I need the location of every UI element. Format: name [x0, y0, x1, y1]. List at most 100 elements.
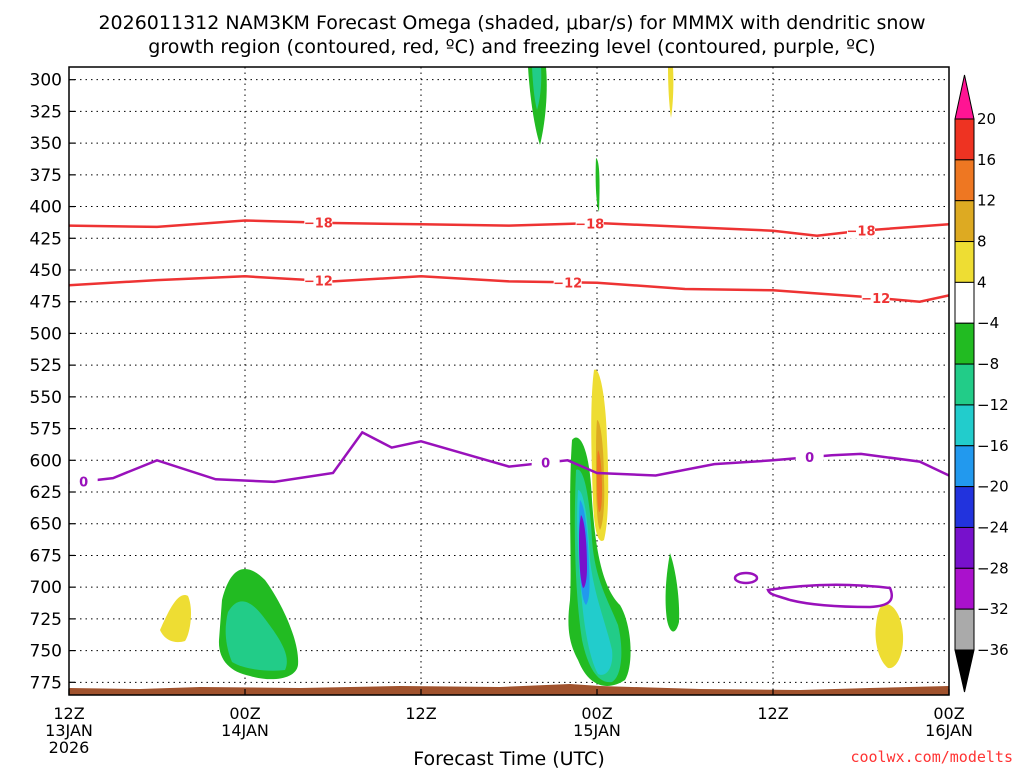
colorbar-tick-label: −28 — [977, 559, 1009, 577]
x-tick-label: 00Z — [581, 704, 612, 723]
x-tick-label: 12Z — [757, 704, 788, 723]
x-tick-label: 14JAN — [221, 721, 269, 740]
freezing-level-loop-large — [766, 583, 894, 609]
omega-shading — [160, 67, 904, 686]
colorbar-band — [954, 445, 975, 488]
temperature-contour-label-bg — [304, 214, 333, 231]
temperature-contour-label-bg — [861, 289, 890, 306]
temperature-contours: −18 −18 −18 −12 −12 −12 — [68, 214, 950, 307]
colorbar-tick-label: −32 — [977, 600, 1009, 618]
y-tick-label: 300 — [30, 71, 62, 91]
omega-region-purple-2 — [579, 515, 587, 588]
colorbar-tick-label: −8 — [977, 355, 999, 373]
y-tick-label: 675 — [30, 546, 62, 566]
colorbar-tick-label: 8 — [977, 233, 987, 251]
freezing-contour-label: 0 — [541, 457, 550, 472]
credit-text: coolwx.com/modelts — [850, 748, 1013, 766]
omega-region-yellow-4 — [875, 604, 904, 669]
y-tick-label: 700 — [30, 578, 62, 598]
x-tick-label: 00Z — [933, 704, 964, 723]
temperature-contour-label: −12 — [861, 292, 890, 307]
omega-region-green-4 — [595, 158, 600, 212]
omega-region-yellow-3 — [668, 67, 674, 118]
colorbar: 20 16 12 8 4 −4 −8 −12 −16 −20 −24 −28 −32 −36 — [954, 74, 1009, 693]
freezing-level-contours: 0 0 0 — [68, 430, 950, 490]
y-tick-label: 575 — [30, 420, 62, 440]
chart-title-line2: growth region (contoured, red, ºC) and f… — [148, 36, 875, 58]
freezing-level-loop-small — [733, 571, 759, 585]
freezing-contour-label: 0 — [79, 475, 88, 490]
colorbar-band — [954, 363, 975, 406]
omega-region-yellow-1 — [160, 594, 192, 643]
chart-title-line1: 2026011312 NAM3KM Forecast Omega (shaded… — [98, 12, 925, 34]
y-tick-label: 650 — [30, 515, 62, 535]
x-tick-label: 13JAN — [45, 721, 93, 740]
temperature-contour-label-bg — [575, 215, 604, 232]
x-tick-label: 12Z — [53, 704, 84, 723]
temperature-contour-label-bg — [553, 274, 582, 291]
colorbar-top-arrow — [954, 74, 975, 120]
y-tick-label: 750 — [30, 642, 62, 662]
colorbar-tick-label: −24 — [977, 518, 1009, 536]
y-tick-label: 500 — [30, 324, 62, 344]
x-tick-label: 2026 — [49, 738, 90, 757]
x-tick-label: 16JAN — [925, 721, 973, 740]
colorbar-band — [954, 567, 975, 610]
temperature-contour-label: −18 — [304, 217, 333, 232]
omega-region-green-5 — [665, 553, 680, 632]
plot-border — [68, 66, 950, 696]
colorbar-tick-label: −36 — [977, 641, 1009, 659]
surface-terrain — [69, 684, 949, 695]
freezing-contour-label-bg — [531, 454, 560, 471]
colorbar-tick-label: −4 — [977, 314, 999, 332]
y-tick-label: 600 — [30, 451, 62, 471]
freezing-contour-label-bg — [69, 473, 98, 490]
colorbar-band — [954, 118, 975, 161]
plot-area — [69, 67, 949, 695]
freezing-contour-label-bg — [795, 449, 824, 466]
y-tick-label: 625 — [30, 483, 62, 503]
colorbar-band — [954, 526, 975, 569]
colorbar-band — [954, 404, 975, 447]
y-tick-label: 450 — [30, 261, 62, 281]
colorbar-tick-label: 20 — [977, 110, 996, 128]
colorbar-band — [954, 486, 975, 528]
y-axis: 300 325 350 375 400 425 450 475 500 525 550 575 600 6… — [30, 71, 75, 693]
omega-region-orange-2 — [597, 450, 602, 512]
temperature-contour-label-bg — [847, 222, 875, 239]
x-tick-label: 00Z — [229, 704, 260, 723]
y-tick-label: 375 — [30, 166, 62, 186]
x-tick-label: 12Z — [405, 704, 436, 723]
y-tick-label: 350 — [30, 134, 62, 154]
colorbar-tick-label: −12 — [977, 396, 1009, 414]
y-tick-label: 325 — [30, 102, 62, 122]
colorbar-tick-label: −20 — [977, 478, 1009, 496]
colorbar-tick-label: 16 — [977, 151, 996, 169]
temperature-contour-label-bg — [304, 272, 333, 289]
colorbar-band — [954, 241, 975, 283]
y-tick-label: 775 — [30, 673, 62, 693]
y-tick-label: 425 — [30, 229, 62, 249]
y-tick-label: 550 — [30, 388, 62, 408]
x-axis-label: Forecast Time (UTC) — [413, 748, 604, 768]
y-tick-label: 525 — [30, 356, 62, 376]
omega-region-teal-1 — [225, 601, 287, 671]
omega-region-teal-3 — [532, 67, 542, 110]
temperature-contour-line — [68, 219, 950, 237]
temperature-contour-label: −18 — [847, 225, 876, 240]
colorbar-band — [954, 159, 975, 202]
colorbar-band — [954, 281, 975, 324]
y-tick-label: 475 — [30, 293, 62, 313]
colorbar-band — [954, 608, 975, 651]
y-tick-label: 725 — [30, 610, 62, 630]
colorbar-tick-label: 4 — [977, 273, 987, 291]
y-tick-label: 400 — [30, 198, 62, 218]
grid-lines — [69, 67, 949, 695]
temperature-contour-label: −12 — [553, 276, 582, 291]
colorbar-bottom-arrow — [954, 649, 975, 693]
colorbar-band — [954, 322, 975, 365]
temperature-contour-label: −12 — [304, 275, 333, 290]
x-tick-label: 15JAN — [573, 721, 621, 740]
